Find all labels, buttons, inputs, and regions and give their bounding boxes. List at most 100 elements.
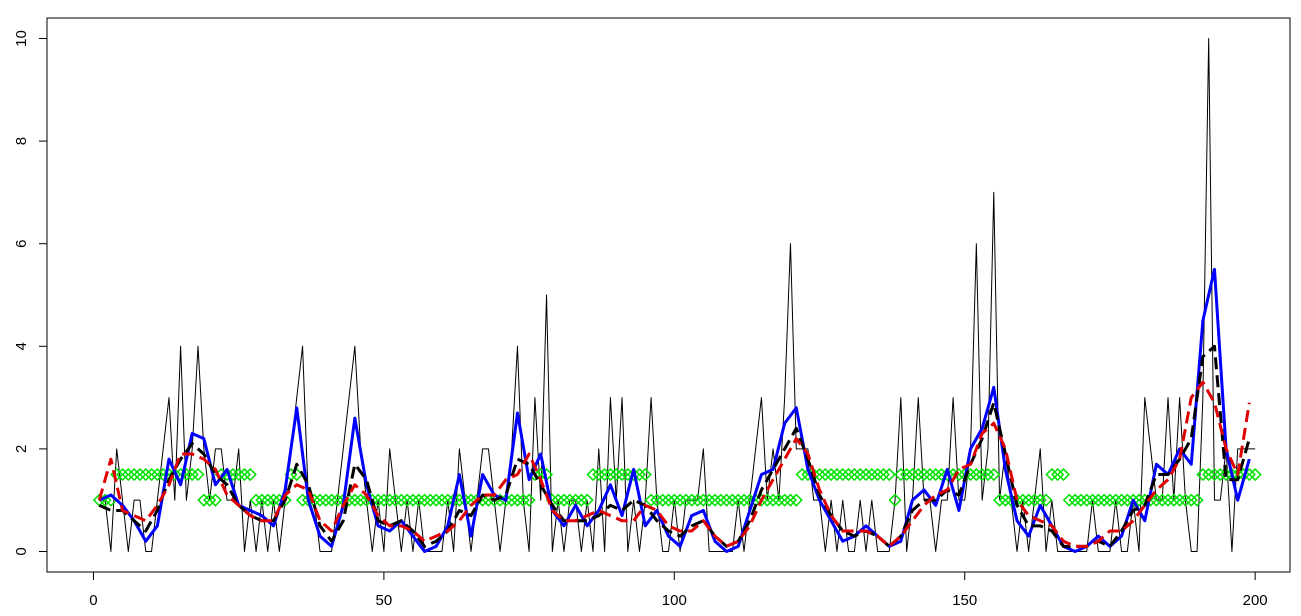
series-line <box>97 380 1251 548</box>
point-marker <box>650 493 664 507</box>
point-marker <box>1178 493 1193 507</box>
point-marker <box>708 493 722 507</box>
point-marker <box>923 467 937 482</box>
point-marker <box>510 493 525 507</box>
point-marker <box>232 467 246 482</box>
point-marker <box>121 467 135 482</box>
point-marker <box>865 467 879 482</box>
point-marker <box>1085 493 1100 507</box>
point-marker <box>139 467 153 482</box>
point-marker <box>842 467 856 482</box>
point-marker <box>1056 467 1071 482</box>
point-marker <box>929 467 943 482</box>
point-marker <box>127 467 141 482</box>
point-marker <box>412 493 426 507</box>
point-marker <box>696 493 710 507</box>
point-marker <box>243 467 257 482</box>
point-marker <box>1126 493 1140 507</box>
point-marker <box>1045 467 1059 482</box>
point-marker <box>592 467 606 482</box>
point-marker <box>679 493 693 507</box>
point-marker <box>388 493 403 507</box>
point-marker <box>981 467 995 482</box>
point-marker <box>1068 493 1082 507</box>
point-marker <box>638 467 652 482</box>
x-tick-label: 50 <box>376 592 393 609</box>
point-marker <box>940 467 954 482</box>
point-marker <box>644 493 658 507</box>
point-marker <box>203 493 217 507</box>
y-tick-label: 2 <box>13 445 30 453</box>
point-marker <box>1161 493 1175 507</box>
point-marker <box>1039 493 1053 507</box>
series-line <box>99 38 1256 552</box>
point-marker <box>441 493 455 507</box>
point-marker <box>261 493 275 507</box>
point-marker <box>952 467 966 482</box>
point-marker <box>208 493 223 507</box>
point-marker <box>1173 493 1187 507</box>
point-marker <box>725 493 739 507</box>
x-tick-label: 200 <box>1243 592 1268 609</box>
point-marker <box>731 493 745 507</box>
point-marker <box>975 467 989 482</box>
point-marker <box>766 493 780 507</box>
point-marker <box>714 493 728 507</box>
point-marker <box>1074 493 1088 507</box>
point-marker <box>383 493 397 507</box>
point-marker <box>423 493 437 507</box>
point-marker <box>325 493 339 507</box>
point-marker <box>969 467 983 482</box>
point-marker <box>824 467 838 482</box>
point-marker <box>551 493 565 507</box>
point-marker <box>987 467 1001 482</box>
point-marker <box>836 467 850 482</box>
point-marker <box>661 493 676 507</box>
point-marker <box>998 493 1012 507</box>
series-line <box>98 344 1251 548</box>
point-marker <box>876 467 890 482</box>
point-marker <box>435 493 449 507</box>
y-tick-label: 10 <box>13 30 30 47</box>
point-marker <box>603 467 617 482</box>
point-marker <box>1184 493 1198 507</box>
point-marker <box>900 467 914 482</box>
y-tick-label: 4 <box>13 342 30 350</box>
x-tick-label: 0 <box>89 592 97 609</box>
point-marker <box>720 493 734 507</box>
point-marker <box>516 493 530 507</box>
point-marker <box>778 493 792 507</box>
point-marker <box>882 467 896 482</box>
point-marker <box>133 467 147 482</box>
point-marker <box>580 493 594 507</box>
point-marker <box>1062 493 1076 507</box>
point-marker <box>1167 493 1181 507</box>
point-marker <box>400 493 414 507</box>
point-marker <box>185 467 199 482</box>
point-marker <box>330 493 344 507</box>
point-marker <box>656 493 670 507</box>
point-marker <box>1207 467 1222 482</box>
point-marker <box>667 493 681 507</box>
point-marker <box>417 493 432 507</box>
y-tick-label: 8 <box>13 137 30 145</box>
point-marker <box>1027 493 1041 507</box>
point-marker <box>911 467 925 482</box>
point-marker <box>1091 493 1105 507</box>
point-marker <box>505 493 519 507</box>
point-marker <box>144 467 159 482</box>
point-marker <box>586 467 600 482</box>
point-marker <box>772 493 786 507</box>
point-marker <box>1132 493 1146 507</box>
point-marker <box>1022 493 1036 507</box>
point-marker <box>859 467 873 482</box>
point-marker <box>609 467 623 482</box>
point-marker <box>197 493 211 507</box>
point-marker <box>1103 493 1117 507</box>
point-marker <box>905 467 920 482</box>
x-tick-label: 150 <box>952 592 977 609</box>
point-marker <box>830 467 844 482</box>
series-line <box>98 267 1251 553</box>
point-marker <box>1051 467 1065 482</box>
